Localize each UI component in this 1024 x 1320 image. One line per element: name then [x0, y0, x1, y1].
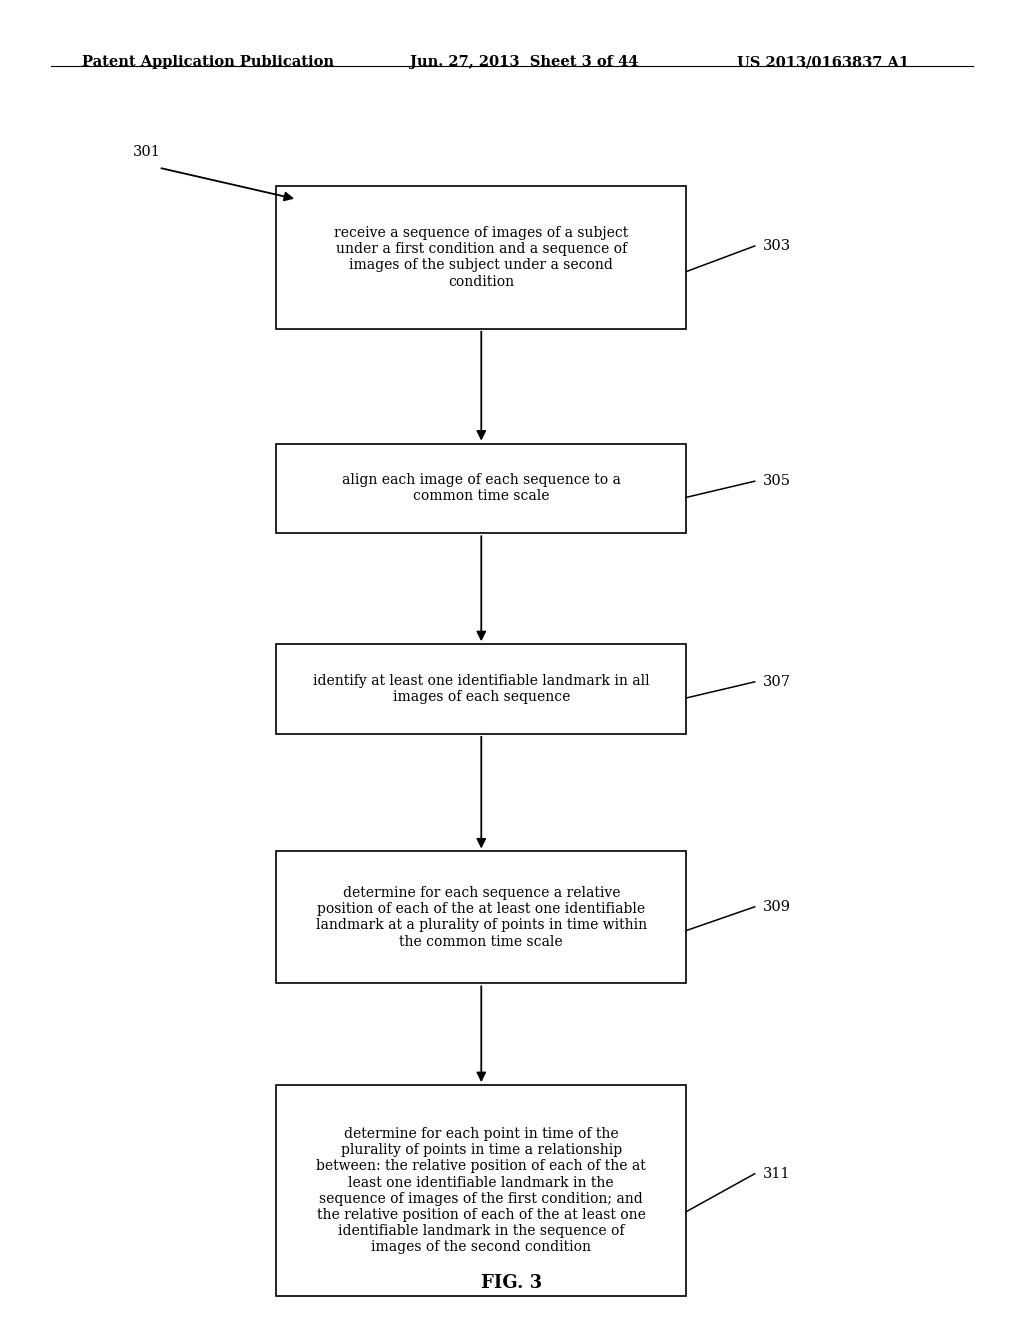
- Text: align each image of each sequence to a
common time scale: align each image of each sequence to a c…: [342, 474, 621, 503]
- Text: identify at least one identifiable landmark in all
images of each sequence: identify at least one identifiable landm…: [313, 675, 649, 704]
- Bar: [276, 644, 686, 734]
- Text: determine for each point in time of the
plurality of points in time a relationsh: determine for each point in time of the …: [316, 1127, 646, 1254]
- Text: 301: 301: [133, 145, 161, 158]
- Text: 303: 303: [763, 239, 791, 253]
- Text: 305: 305: [763, 474, 791, 488]
- Bar: [276, 444, 686, 533]
- Bar: [276, 851, 686, 983]
- Text: Patent Application Publication: Patent Application Publication: [82, 55, 334, 70]
- Text: 307: 307: [763, 675, 791, 689]
- Text: US 2013/0163837 A1: US 2013/0163837 A1: [737, 55, 909, 70]
- Bar: [276, 186, 686, 329]
- Text: Jun. 27, 2013  Sheet 3 of 44: Jun. 27, 2013 Sheet 3 of 44: [410, 55, 638, 70]
- Text: receive a sequence of images of a subject
under a first condition and a sequence: receive a sequence of images of a subjec…: [334, 226, 629, 289]
- Text: 309: 309: [763, 900, 791, 913]
- Text: 311: 311: [763, 1167, 791, 1181]
- Text: determine for each sequence a relative
position of each of the at least one iden: determine for each sequence a relative p…: [315, 886, 647, 949]
- Bar: [276, 1085, 686, 1296]
- Text: FIG. 3: FIG. 3: [481, 1274, 543, 1292]
